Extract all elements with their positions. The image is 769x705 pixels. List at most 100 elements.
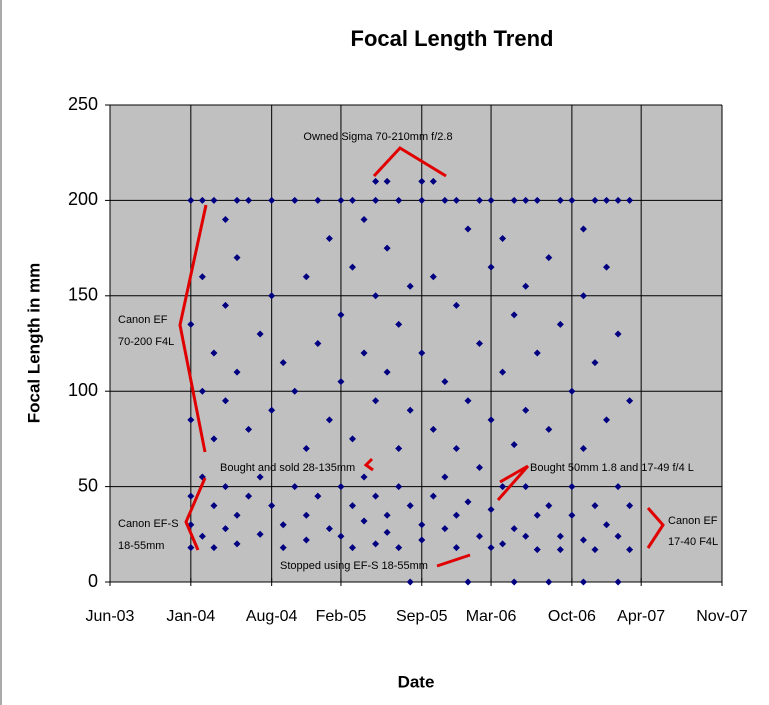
data-point	[337, 311, 345, 319]
annotation-line	[372, 146, 447, 178]
annotation: 70-200 F4L	[118, 336, 174, 348]
data-point	[556, 196, 564, 204]
data-point	[372, 492, 380, 500]
data-point	[626, 397, 634, 405]
data-point	[568, 387, 576, 395]
data-point	[556, 320, 564, 328]
data-point	[383, 244, 391, 252]
data-point	[395, 544, 403, 552]
data-point	[302, 536, 310, 544]
data-point	[614, 483, 622, 491]
data-point	[476, 340, 484, 347]
data-point	[279, 521, 287, 529]
data-point	[360, 473, 368, 481]
data-point	[221, 483, 229, 491]
data-point	[418, 521, 426, 529]
data-point	[406, 406, 414, 414]
data-point	[395, 483, 403, 491]
data-point	[545, 502, 553, 510]
data-point	[221, 525, 229, 533]
data-point	[337, 196, 345, 204]
data-point	[360, 517, 368, 525]
x-tick-label: Apr-07	[617, 608, 665, 625]
data-point	[452, 544, 460, 552]
data-point	[510, 525, 518, 533]
annotation-bracket	[184, 477, 207, 551]
data-point	[441, 473, 449, 481]
data-point	[406, 578, 414, 586]
data-point	[210, 349, 218, 357]
data-point	[522, 406, 530, 414]
data-point	[591, 196, 599, 204]
data-point	[418, 196, 426, 204]
data-point	[233, 368, 241, 376]
data-point	[510, 441, 518, 449]
annotation: Stopped using EF-S 18-55mm	[280, 560, 428, 572]
y-axis-label: Focal Length in mm	[24, 263, 43, 424]
x-axis-label: Date	[398, 672, 435, 691]
data-point	[221, 301, 229, 309]
annotation-line	[496, 465, 530, 501]
data-point	[187, 544, 195, 552]
data-point	[510, 578, 518, 586]
data-point	[325, 235, 333, 243]
data-point	[452, 511, 460, 519]
data-point	[603, 263, 611, 271]
data-point	[314, 492, 322, 500]
data-point	[533, 546, 541, 554]
data-point	[372, 196, 380, 204]
data-point	[210, 502, 218, 510]
data-point	[476, 464, 484, 472]
data-point	[568, 483, 576, 491]
data-point	[348, 196, 356, 204]
data-point	[568, 511, 576, 519]
x-tick-label: Jun-03	[86, 608, 135, 625]
y-tick-label: 0	[88, 571, 98, 591]
data-point	[233, 540, 241, 548]
data-point	[487, 196, 495, 204]
annotation: Canon EF-S	[118, 518, 179, 530]
data-point	[464, 225, 472, 233]
data-point	[372, 292, 380, 300]
data-point	[187, 492, 195, 500]
x-tick-label: Oct-06	[548, 608, 596, 625]
annotation-line	[499, 464, 529, 484]
plot-area	[110, 105, 722, 582]
data-point	[406, 282, 414, 290]
data-point	[279, 544, 287, 552]
data-point	[510, 196, 518, 204]
data-point	[487, 263, 495, 271]
data-point	[441, 525, 449, 533]
data-point	[452, 196, 460, 204]
data-point	[302, 273, 310, 281]
data-point	[464, 397, 472, 405]
data-point	[360, 349, 368, 357]
data-point	[187, 196, 195, 204]
data-point	[245, 196, 253, 204]
data-point	[395, 320, 403, 328]
data-point	[464, 498, 472, 506]
annotation-line	[436, 553, 471, 568]
data-point	[372, 397, 380, 405]
data-point	[614, 330, 622, 338]
data-point	[348, 502, 356, 510]
data-point	[395, 196, 403, 204]
data-point	[256, 473, 264, 481]
data-point	[429, 273, 437, 281]
data-point	[418, 536, 426, 544]
y-tick-label: 250	[68, 94, 98, 114]
data-point	[221, 215, 229, 223]
data-point	[325, 416, 333, 424]
data-point	[337, 378, 345, 386]
data-point	[441, 196, 449, 204]
data-point	[603, 196, 611, 204]
data-point	[383, 368, 391, 376]
data-point	[348, 435, 356, 443]
data-point	[245, 425, 253, 433]
annotation: Owned Sigma 70-210mm f/2.8	[303, 131, 452, 143]
y-tick-label: 50	[78, 475, 98, 495]
data-point	[591, 359, 599, 367]
data-point	[614, 532, 622, 540]
data-point	[510, 311, 518, 319]
